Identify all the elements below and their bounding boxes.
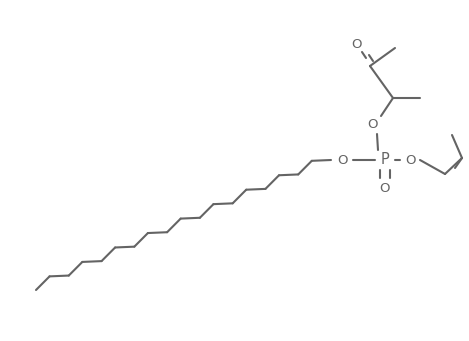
Text: O: O — [351, 38, 361, 50]
Text: O: O — [380, 181, 390, 194]
Text: O: O — [367, 118, 377, 131]
Text: P: P — [381, 152, 389, 167]
Text: O: O — [338, 153, 348, 166]
Text: O: O — [405, 153, 415, 166]
